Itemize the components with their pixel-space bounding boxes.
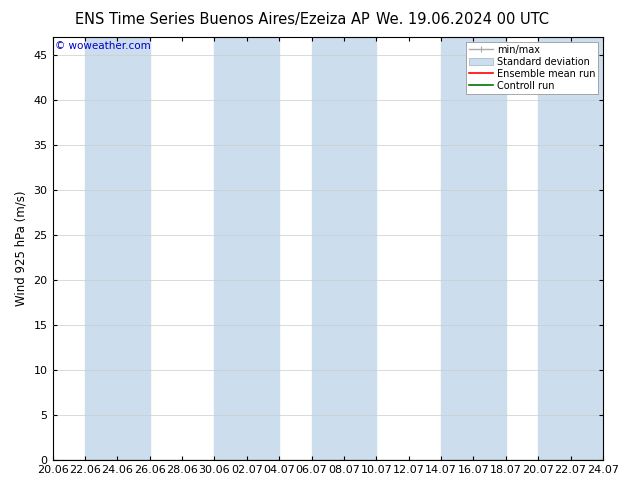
Bar	[85, 37, 150, 460]
Bar	[538, 37, 603, 460]
Text: © woweather.com: © woweather.com	[55, 41, 151, 51]
Bar	[214, 37, 279, 460]
Y-axis label: Wind 925 hPa (m/s): Wind 925 hPa (m/s)	[15, 191, 28, 306]
Text: ENS Time Series Buenos Aires/Ezeiza AP: ENS Time Series Buenos Aires/Ezeiza AP	[75, 12, 369, 27]
Bar	[311, 37, 377, 460]
Text: We. 19.06.2024 00 UTC: We. 19.06.2024 00 UTC	[377, 12, 549, 27]
Bar	[441, 37, 506, 460]
Legend: min/max, Standard deviation, Ensemble mean run, Controll run: min/max, Standard deviation, Ensemble me…	[465, 42, 598, 94]
